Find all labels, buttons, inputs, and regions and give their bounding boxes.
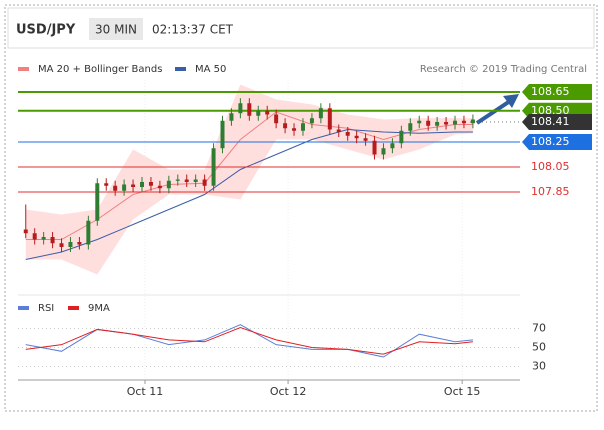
level-box: [522, 114, 592, 130]
forecast-arrow-head: [503, 94, 519, 108]
candle-body: [336, 129, 341, 132]
candle-body: [157, 185, 162, 189]
y-tick-label: 70: [532, 322, 546, 335]
candle-body: [300, 123, 305, 131]
interval-box: [89, 18, 143, 40]
candle-body: [140, 182, 145, 187]
legend-label: MA 20 + Bollinger Bands: [38, 64, 162, 75]
y-tick-label: 50: [532, 341, 546, 354]
candle-body: [175, 179, 180, 181]
candle-body: [59, 243, 64, 247]
candle-body: [292, 128, 297, 131]
frame: [4, 4, 598, 412]
level-label: 108.50: [531, 104, 570, 117]
candle-body: [318, 108, 323, 119]
candle-body: [435, 122, 440, 126]
candle-body: [104, 183, 109, 186]
candle-body: [122, 184, 127, 191]
level-label: 108.25: [531, 135, 570, 148]
candle-body: [202, 179, 207, 186]
candle-body: [470, 119, 475, 124]
candle-body: [211, 148, 216, 186]
candle-body: [408, 123, 413, 131]
level-label: 107.85: [531, 185, 570, 198]
legend-label: MA 50: [195, 64, 226, 75]
legend-swatch: [68, 306, 79, 310]
candle-body: [131, 184, 136, 187]
level-label: 108.65: [531, 85, 570, 98]
candle-body: [95, 183, 100, 221]
candle-body: [229, 113, 234, 121]
candle-body: [363, 138, 368, 141]
candle-body: [274, 114, 279, 124]
candle-body: [461, 120, 466, 124]
rsi-line: [25, 327, 473, 355]
candle-body: [32, 233, 37, 240]
candle-body: [148, 182, 153, 186]
level-box: [522, 134, 592, 150]
legend-swatch: [18, 306, 29, 310]
header-box: [7, 7, 595, 49]
candle-body: [77, 242, 82, 245]
candle-body: [23, 229, 28, 234]
candle-body: [309, 118, 314, 124]
time: 02:13:37 CET: [152, 23, 234, 37]
y-tick-label: 30: [532, 360, 546, 373]
legend-label: RSI: [38, 303, 54, 314]
ma20-line: [25, 111, 473, 240]
candle-body: [220, 120, 225, 149]
legend-swatch: [18, 67, 29, 71]
candle-body: [381, 148, 386, 155]
candle-body: [265, 110, 270, 115]
candle-body: [417, 120, 422, 124]
source: Research © 2019 Trading Central: [420, 64, 587, 75]
candle-body: [256, 110, 261, 116]
x-tick-label: Oct 15: [444, 385, 481, 398]
candle-body: [453, 120, 458, 125]
ma50-line: [25, 128, 473, 260]
candle-body: [390, 143, 395, 149]
candle-body: [50, 237, 55, 244]
candle-body: [354, 135, 359, 139]
candle-body: [113, 185, 118, 191]
candle-body: [86, 220, 91, 245]
x-tick-label: Oct 11: [127, 385, 164, 398]
candle-body: [283, 123, 288, 129]
candle-body: [184, 179, 189, 182]
candle-body: [399, 130, 404, 144]
interval: 30 MIN: [95, 23, 137, 37]
legend-swatch: [175, 67, 186, 71]
forecast-arrow: [475, 99, 512, 125]
candle-body: [372, 140, 377, 155]
candle-body: [193, 179, 198, 182]
legend-label: 9MA: [88, 303, 110, 314]
symbol: USD/JPY: [16, 23, 76, 38]
candle-body: [327, 108, 332, 130]
candle-body: [41, 237, 46, 240]
candle-body: [247, 103, 252, 116]
candle-body: [166, 180, 171, 189]
rsi-line: [25, 324, 473, 358]
candle-body: [426, 120, 431, 126]
candle-body: [444, 122, 449, 125]
candle-body: [345, 132, 350, 136]
candle-body: [238, 103, 243, 114]
level-label: 108.05: [531, 160, 570, 173]
candle-body: [68, 242, 73, 247]
level-label: 108.41: [531, 115, 570, 128]
level-box: [522, 84, 592, 100]
x-tick-label: Oct 12: [270, 385, 307, 398]
